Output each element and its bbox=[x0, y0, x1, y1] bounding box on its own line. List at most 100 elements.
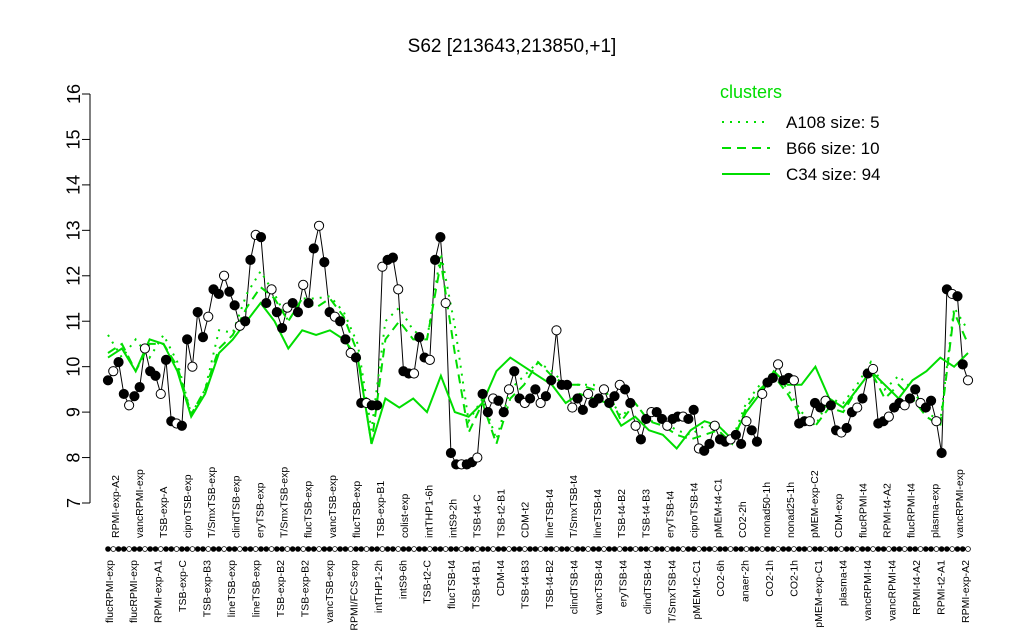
data-point bbox=[218, 270, 230, 281]
x-label-top: nonad50-1h bbox=[761, 482, 773, 538]
x-label-bottom: lineTSB-exp bbox=[251, 560, 263, 617]
y-tick-label: 16 bbox=[64, 84, 84, 104]
data-point bbox=[493, 395, 504, 406]
x-label-top: pMEM-exp-C2 bbox=[809, 470, 821, 538]
x-label-top: TSB-t4-B3 bbox=[640, 489, 652, 538]
rug-mark bbox=[907, 546, 913, 552]
x-label-bottom: plasma-t4 bbox=[837, 560, 849, 606]
rug-mark bbox=[959, 546, 966, 552]
rug-mark bbox=[442, 546, 449, 552]
rug-mark bbox=[316, 546, 322, 552]
data-point bbox=[319, 257, 330, 268]
rug-mark bbox=[463, 546, 470, 552]
rug-mark bbox=[495, 546, 502, 552]
rug-mark bbox=[622, 546, 628, 552]
x-label-top: TSB-t2-B1 bbox=[496, 489, 508, 538]
rug-mark bbox=[105, 546, 111, 552]
data-point bbox=[340, 334, 351, 345]
cluster-line-c34 bbox=[107, 301, 969, 451]
rug-mark bbox=[242, 546, 248, 552]
rug-mark bbox=[606, 546, 613, 552]
rug-mark bbox=[258, 546, 264, 552]
data-point bbox=[730, 429, 741, 440]
y-tick-label: 7 bbox=[64, 498, 84, 508]
rug-mark bbox=[769, 546, 776, 552]
rug-mark bbox=[690, 546, 697, 552]
data-point bbox=[683, 413, 694, 425]
rug-mark bbox=[179, 546, 185, 552]
data-point bbox=[445, 447, 457, 459]
rug-mark bbox=[427, 546, 433, 552]
x-axis-labels-bottom: flucRPMI-exp flucRPMI-exp RPMI-exp-A1 TSB-e… bbox=[104, 560, 972, 631]
rug-mark bbox=[643, 546, 649, 552]
rug-mark bbox=[247, 546, 254, 552]
x-label-bottom: TSB-exp-C bbox=[177, 560, 189, 612]
rug-mark bbox=[516, 546, 523, 552]
data-point bbox=[472, 452, 483, 463]
rug-mark bbox=[828, 546, 834, 552]
data-point bbox=[255, 232, 267, 243]
cluster-line-b66 bbox=[107, 261, 969, 448]
rug-mark bbox=[163, 546, 169, 552]
data-point bbox=[551, 325, 562, 336]
y-tick-label: 11 bbox=[64, 312, 84, 331]
data-point bbox=[261, 297, 272, 309]
data-point bbox=[688, 404, 699, 415]
rug-mark bbox=[189, 546, 196, 552]
rug-mark bbox=[432, 546, 438, 552]
rug-mark bbox=[632, 546, 639, 552]
rug-mark bbox=[326, 546, 333, 552]
x-label-bottom: TSB-t4-B1 bbox=[471, 560, 483, 609]
data-point bbox=[583, 388, 594, 400]
rug-mark bbox=[733, 546, 739, 552]
data-point bbox=[804, 416, 815, 427]
rug-mark bbox=[775, 546, 781, 552]
rug-mark bbox=[875, 546, 882, 552]
rug-mark bbox=[680, 546, 686, 552]
rug-mark bbox=[395, 546, 401, 552]
x-label-bottom: clindTSB-t4 bbox=[642, 560, 654, 614]
rug-mark bbox=[595, 546, 602, 552]
data-point bbox=[150, 370, 161, 381]
x-label-top: RPMI-t4-A2 bbox=[881, 483, 893, 538]
x-label-bottom: CO2-6h bbox=[715, 560, 727, 597]
data-point bbox=[598, 384, 610, 395]
rug-mark bbox=[268, 546, 275, 552]
data-point bbox=[139, 343, 151, 354]
rug-mark bbox=[221, 546, 227, 552]
rug-mark bbox=[157, 546, 164, 552]
legend-title: clusters bbox=[720, 82, 782, 102]
rug-mark bbox=[801, 546, 808, 552]
rug-mark bbox=[110, 546, 117, 552]
x-label-top: T/SmxTSB-exp bbox=[279, 467, 291, 538]
rug-mark bbox=[537, 546, 544, 552]
rug-mark bbox=[173, 546, 180, 552]
legend-label: B66 size: 10 bbox=[786, 139, 880, 158]
x-label-top: pMEM-t4-C1 bbox=[713, 478, 725, 538]
rug-mark bbox=[215, 546, 222, 552]
x-label-top: vancRPMI-exp bbox=[954, 469, 966, 538]
rug-mark bbox=[210, 546, 217, 552]
rug-mark bbox=[891, 546, 897, 552]
x-label-top: CO2-2h bbox=[737, 501, 749, 538]
data-point bbox=[857, 393, 868, 404]
rug-mark bbox=[490, 546, 496, 552]
x-label-top: nonad25-1h bbox=[785, 482, 797, 538]
rug-mark bbox=[849, 546, 855, 552]
x-label-bottom: RPMI-t2-A1 bbox=[935, 560, 947, 615]
x-label-top: TSB-exp-A bbox=[158, 487, 170, 538]
rug-mark bbox=[136, 546, 143, 552]
rug-mark bbox=[379, 546, 386, 552]
legend-label: A108 size: 5 bbox=[786, 113, 880, 132]
rug-mark bbox=[564, 546, 570, 552]
data-point bbox=[129, 391, 140, 402]
data-point bbox=[867, 363, 879, 375]
data-point bbox=[704, 438, 715, 450]
x-label-bottom: TSB-t4-B3 bbox=[520, 560, 532, 609]
rug-mark bbox=[226, 546, 233, 552]
rug-mark bbox=[843, 546, 850, 552]
data-point bbox=[741, 416, 752, 427]
x-label-top: flucRPMI-t4 bbox=[857, 483, 869, 538]
x-label-top: flucTSB-exp bbox=[303, 481, 315, 538]
rug-mark bbox=[469, 546, 475, 552]
